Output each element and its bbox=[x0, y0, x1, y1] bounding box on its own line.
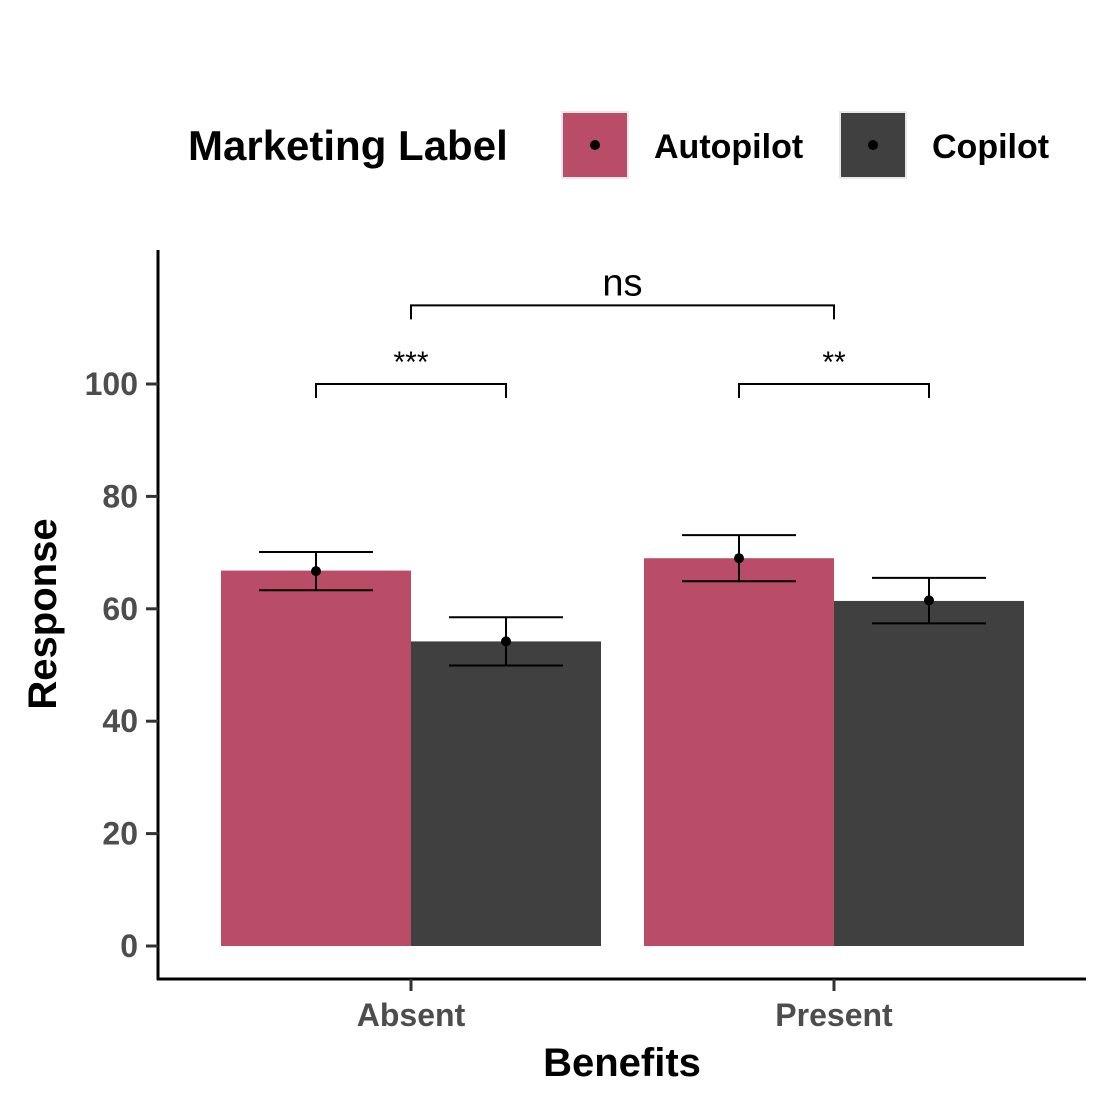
legend-entry-autopilot: Autopilot bbox=[561, 111, 803, 179]
point-autopilot-present bbox=[734, 553, 744, 564]
legend-key-point-copilot bbox=[868, 140, 878, 150]
significance-label-1: ** bbox=[822, 346, 846, 379]
y-tick-label-80: 80 bbox=[102, 478, 138, 514]
legend-entry-copilot: Copilot bbox=[839, 111, 1049, 179]
bar-autopilot-absent bbox=[221, 570, 411, 946]
significance-label-0: *** bbox=[393, 346, 428, 379]
bars bbox=[221, 558, 1024, 946]
significance-bracket-1 bbox=[738, 383, 930, 398]
y-ticks: 0 20 40 60 80 100 bbox=[85, 366, 158, 964]
y-tick-label-60: 60 bbox=[102, 591, 138, 627]
legend-title: Marketing Label bbox=[188, 122, 508, 169]
y-tick-label-0: 0 bbox=[120, 928, 138, 964]
bar-copilot-present bbox=[834, 600, 1024, 946]
significance-bracket-2 bbox=[410, 304, 835, 320]
x-axis-title: Benefits bbox=[543, 1041, 701, 1085]
legend-label-autopilot: Autopilot bbox=[654, 128, 803, 166]
y-tick-label-100: 100 bbox=[85, 366, 138, 402]
y-axis-title: Response bbox=[21, 518, 65, 709]
point-copilot-present bbox=[924, 595, 934, 606]
x-tick-label-present: Present bbox=[775, 997, 893, 1033]
bar-copilot-absent bbox=[411, 641, 601, 946]
significance-bracket-0 bbox=[315, 383, 507, 398]
legend-label-copilot: Copilot bbox=[932, 128, 1049, 166]
bar-autopilot-present bbox=[644, 558, 834, 946]
significance-annotations: *** **ns bbox=[315, 262, 930, 398]
y-tick-label-40: 40 bbox=[102, 703, 138, 739]
x-ticks: Absent Present bbox=[357, 979, 893, 1033]
point-copilot-absent bbox=[501, 636, 511, 647]
x-tick-label-absent: Absent bbox=[357, 997, 466, 1033]
points bbox=[311, 553, 934, 647]
y-tick-label-20: 20 bbox=[102, 816, 138, 852]
error-bars bbox=[259, 534, 986, 667]
significance-label-2: ns bbox=[602, 262, 642, 304]
legend: Marketing Label Autopilot Copilot bbox=[188, 111, 1049, 179]
legend-key-point-autopilot bbox=[590, 140, 600, 150]
point-autopilot-absent bbox=[311, 566, 321, 577]
axes bbox=[156, 250, 1086, 981]
